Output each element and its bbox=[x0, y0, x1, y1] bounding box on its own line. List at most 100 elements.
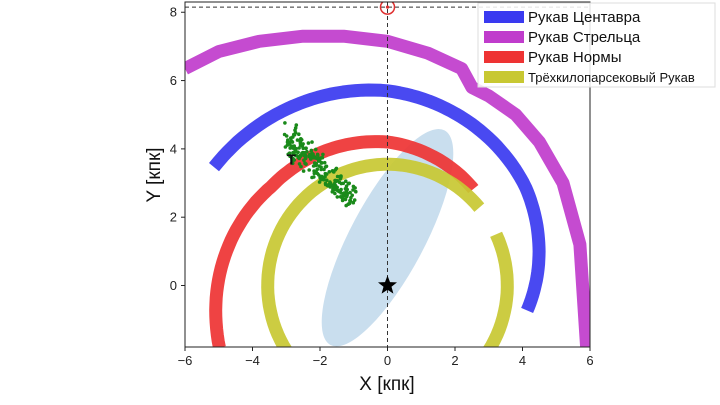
axis-ticks: −6 −4 −2 0 2 4 6 0 2 4 6 8 bbox=[170, 5, 594, 368]
cluster-point bbox=[297, 162, 302, 166]
cluster-point bbox=[317, 158, 322, 162]
cluster-point bbox=[335, 195, 340, 199]
cluster-point bbox=[283, 145, 288, 149]
cluster-point bbox=[321, 152, 325, 157]
cluster-point bbox=[297, 146, 301, 150]
cluster-point bbox=[332, 170, 336, 174]
x-tick-label: −6 bbox=[178, 353, 193, 368]
cluster-point bbox=[289, 136, 293, 140]
legend-label-рукав-стрельца: Рукав Стрельца bbox=[528, 29, 641, 46]
cluster-point bbox=[341, 196, 345, 201]
cluster-point bbox=[290, 140, 295, 144]
x-tick-label: −2 bbox=[313, 353, 328, 368]
cluster-point bbox=[309, 157, 313, 161]
cluster-point bbox=[306, 141, 311, 145]
cluster-point bbox=[307, 152, 312, 157]
cluster-point bbox=[287, 151, 292, 155]
cluster-point bbox=[346, 202, 351, 206]
cluster-point bbox=[333, 185, 337, 190]
galactic-bar-layer bbox=[321, 129, 454, 347]
cluster-point bbox=[301, 169, 306, 173]
series-рукав-стрельца bbox=[185, 29, 590, 347]
cluster-point bbox=[297, 132, 301, 136]
cluster-point bbox=[312, 175, 316, 179]
cluster-point bbox=[307, 168, 312, 172]
y-tick-label: 2 bbox=[170, 210, 177, 225]
series-layer bbox=[185, 29, 590, 347]
cluster-point bbox=[328, 181, 333, 186]
cluster-point bbox=[351, 184, 356, 189]
cluster-point bbox=[283, 121, 287, 125]
cluster-point bbox=[316, 153, 320, 157]
cluster-point bbox=[322, 167, 326, 172]
cluster-point bbox=[339, 181, 344, 186]
cluster-point bbox=[292, 158, 297, 162]
marker-layer: T bbox=[287, 2, 397, 294]
y-axis-label: Y [кпк] bbox=[144, 147, 165, 202]
cluster-point bbox=[312, 169, 316, 173]
y-tick-label: 0 bbox=[170, 278, 177, 293]
galactic-center-star bbox=[378, 275, 397, 294]
cluster-point bbox=[344, 194, 349, 199]
cluster-point bbox=[314, 147, 318, 152]
cluster-point bbox=[299, 164, 303, 169]
cluster-point bbox=[333, 191, 337, 196]
legend-label-рукав-нормы: Рукав Нормы bbox=[528, 49, 622, 66]
cluster-point bbox=[315, 171, 320, 176]
legend-swatch-рукав-нормы bbox=[484, 51, 524, 63]
cluster-point bbox=[348, 190, 352, 195]
series-рукав-центавра bbox=[208, 83, 546, 314]
cluster-point bbox=[304, 146, 308, 151]
cluster-point bbox=[292, 151, 296, 155]
cluster-point bbox=[319, 161, 324, 165]
cluster-point bbox=[345, 191, 350, 196]
cluster-point bbox=[317, 164, 321, 168]
cluster-point bbox=[333, 178, 338, 183]
cluster-point bbox=[298, 138, 303, 143]
legend-swatch-рукав-центавра bbox=[484, 11, 524, 23]
cluster-point bbox=[311, 152, 315, 157]
legend: Рукав Центавра Рукав Стрельца Рукав Нормы Т… bbox=[477, 2, 716, 88]
cluster-point bbox=[295, 150, 299, 154]
cluster-point bbox=[286, 140, 291, 144]
cluster-point bbox=[294, 123, 299, 127]
x-axis-label: X [кпк] bbox=[359, 374, 414, 395]
cluster-point bbox=[295, 138, 300, 142]
cluster-point bbox=[310, 140, 314, 144]
cluster-point bbox=[295, 154, 299, 158]
x-tick-label: −4 bbox=[245, 353, 260, 368]
cluster-point bbox=[304, 162, 308, 166]
x-tick-label: 4 bbox=[519, 353, 526, 368]
cluster-point bbox=[325, 178, 329, 183]
legend-label-трёхкилопарсековый-рукав: Трёхкилопарсековый Рукав bbox=[528, 70, 695, 85]
cluster-point bbox=[302, 158, 306, 162]
cluster-point bbox=[292, 132, 296, 137]
cluster-point bbox=[290, 161, 295, 166]
cluster-point bbox=[289, 154, 294, 158]
series-трёхкилопарсековый-рукав bbox=[261, 157, 514, 347]
cluster-point bbox=[343, 187, 348, 191]
sun-position-dot bbox=[385, 5, 390, 9]
galactic-bar-ellipse bbox=[321, 129, 454, 347]
cluster-point bbox=[344, 179, 348, 183]
cluster-point bbox=[354, 189, 358, 194]
cluster-point bbox=[291, 146, 296, 150]
cluster-point bbox=[348, 198, 352, 203]
cluster-point bbox=[293, 126, 298, 130]
cluster-point bbox=[315, 167, 320, 172]
cluster-point bbox=[338, 176, 343, 181]
cluster-point bbox=[349, 195, 353, 200]
y-tick-label: 6 bbox=[170, 73, 177, 88]
cluster-point bbox=[352, 198, 357, 202]
legend-label-рукав-центавра: Рукав Центавра bbox=[528, 9, 641, 26]
cluster-point bbox=[351, 188, 355, 192]
cluster-point bbox=[309, 149, 314, 153]
y-tick-label: 8 bbox=[170, 5, 177, 20]
cluster-point bbox=[301, 146, 306, 150]
cluster-point bbox=[319, 167, 323, 172]
marker-text-label: T bbox=[287, 151, 296, 168]
legend-swatch-рукав-стрельца bbox=[484, 31, 524, 43]
cluster-point bbox=[303, 153, 308, 158]
series-рукав-нормы bbox=[209, 135, 479, 347]
